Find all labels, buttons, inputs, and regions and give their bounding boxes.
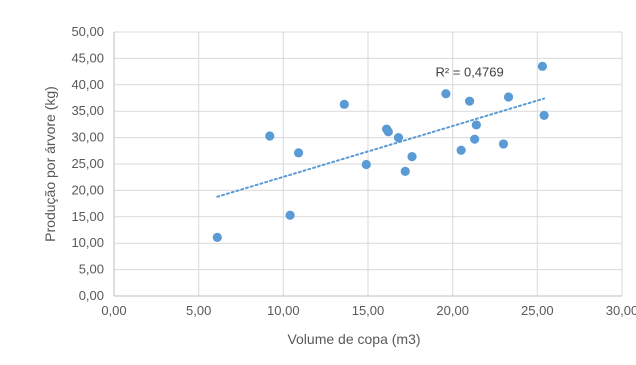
- point-layer: [212, 61, 549, 242]
- data-point: [339, 99, 349, 109]
- data-point: [285, 210, 295, 220]
- y-tick-label: 35,00: [71, 103, 104, 118]
- data-point: [539, 110, 549, 121]
- y-tick-label: 20,00: [71, 182, 104, 197]
- x-tick-label: 5,00: [186, 303, 211, 318]
- y-axis-title: Produção por árvore (kg): [42, 86, 58, 242]
- y-tick-label: 50,00: [71, 24, 104, 39]
- data-point: [465, 96, 475, 106]
- x-tick-label: 15,00: [352, 303, 385, 318]
- x-tick-label: 30,00: [606, 303, 636, 318]
- y-tick-label: 5,00: [79, 262, 104, 277]
- data-point: [400, 166, 410, 176]
- x-tick-label: 0,00: [101, 303, 126, 318]
- y-tick-label: 0,00: [79, 288, 104, 303]
- data-point: [537, 61, 548, 71]
- y-tick-label: 10,00: [71, 235, 104, 250]
- y-tick-label: 15,00: [71, 209, 104, 224]
- data-point: [361, 159, 371, 170]
- y-tick-label: 30,00: [71, 130, 104, 145]
- data-point: [393, 133, 404, 143]
- r-squared-label: R² = 0,4769: [435, 64, 503, 79]
- x-tick-label: 20,00: [436, 303, 469, 318]
- data-point: [407, 152, 417, 162]
- x-tick-label: 10,00: [267, 303, 300, 318]
- data-point: [265, 131, 275, 141]
- data-point: [293, 148, 304, 158]
- data-point: [470, 134, 480, 144]
- data-point: [383, 127, 393, 137]
- trend-layer: [216, 97, 546, 198]
- data-point: [471, 120, 481, 130]
- y-tick-label: 45,00: [71, 50, 104, 65]
- data-point: [498, 139, 509, 149]
- data-point: [503, 92, 514, 102]
- axis-layer: [113, 32, 622, 297]
- x-axis-title: Volume de copa (m3): [287, 331, 420, 347]
- x-tick-label: 25,00: [521, 303, 554, 318]
- trendline: [216, 97, 546, 198]
- label-layer: 0,00 5,00 10,00 15,00 20,00 25,00 30,00 35,00 40…: [42, 24, 636, 347]
- data-point: [212, 232, 222, 242]
- data-point: [441, 89, 451, 99]
- data-point: [456, 145, 466, 155]
- y-tick-label: 40,00: [71, 77, 104, 92]
- y-tick-label: 25,00: [71, 156, 104, 171]
